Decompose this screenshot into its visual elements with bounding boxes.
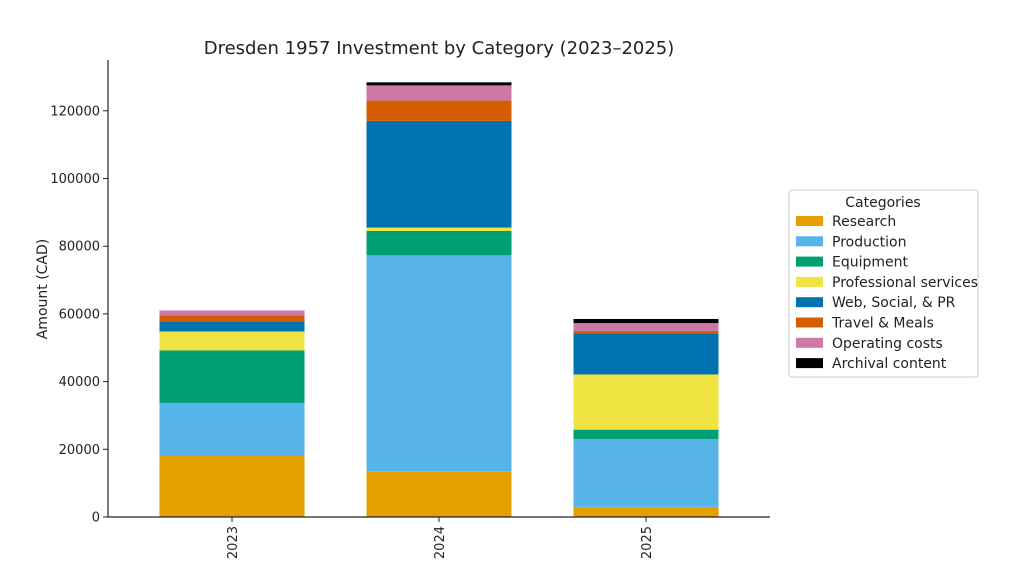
bar-segment	[366, 85, 512, 101]
bar-segment	[159, 315, 305, 322]
bar-segment	[573, 318, 719, 324]
axes-layer: 0 20000 40000 60000 80000 100000 120000 2023 202…	[50, 60, 770, 559]
legend-label: Operating costs	[832, 336, 943, 352]
legend-label: Archival content	[832, 356, 947, 372]
chart-title: Dresden 1957 Investment by Category (202…	[204, 38, 675, 59]
bar-segment	[159, 331, 305, 351]
bar-segment	[366, 227, 512, 231]
legend-title: Categories	[845, 195, 920, 211]
legend-box	[788, 189, 979, 378]
bar-segment	[366, 230, 512, 256]
y-tick-label: 120000	[50, 104, 100, 119]
bar-segment	[573, 374, 719, 430]
x-tick-label: 2024	[433, 526, 448, 559]
legend-label: Professional services	[832, 275, 978, 291]
bar-segment	[159, 321, 305, 332]
bar-segment	[366, 471, 512, 517]
y-tick-label: 40000	[59, 375, 100, 390]
bar-segment	[573, 323, 719, 331]
bar-segment	[159, 402, 305, 457]
legend-label: Production	[832, 234, 906, 250]
bar-segment	[366, 82, 512, 86]
bar-segment	[159, 350, 305, 403]
legend-label: Research	[832, 214, 896, 230]
legend-label: Web, Social, & PR	[832, 295, 956, 311]
bar-segment	[366, 100, 512, 121]
bars-layer	[159, 82, 719, 517]
y-tick-label: 0	[92, 511, 100, 526]
legend-swatch	[796, 297, 823, 308]
legend-swatch	[796, 358, 823, 369]
legend-swatch	[796, 317, 823, 328]
bar-segment	[573, 330, 719, 334]
bar-segment	[573, 429, 719, 440]
bar-segment	[573, 333, 719, 375]
legend-label: Equipment	[832, 255, 909, 271]
bar-segment	[573, 506, 719, 517]
y-tick-label: 100000	[50, 172, 100, 187]
y-axis-title: Amount (CAD)	[35, 239, 51, 340]
bar-segment	[159, 456, 305, 517]
legend-swatch	[796, 337, 823, 348]
x-tick-label: 2023	[226, 526, 241, 559]
y-tick-label: 20000	[59, 443, 100, 458]
bar-segment	[366, 255, 512, 472]
y-tick-label: 60000	[59, 307, 100, 322]
legend-swatch	[796, 236, 823, 247]
y-tick-label: 80000	[59, 240, 100, 255]
legend-swatch	[796, 256, 823, 267]
x-tick-label: 2025	[640, 526, 655, 559]
bar-segment	[366, 120, 512, 228]
legend-swatch	[796, 276, 823, 287]
bar-segment	[573, 439, 719, 507]
bar-segment	[159, 310, 305, 316]
legend-label: Travel & Meals	[831, 316, 934, 332]
legend: Categories Research Production Equipment Pr…	[788, 189, 979, 378]
legend-swatch	[796, 216, 823, 226]
